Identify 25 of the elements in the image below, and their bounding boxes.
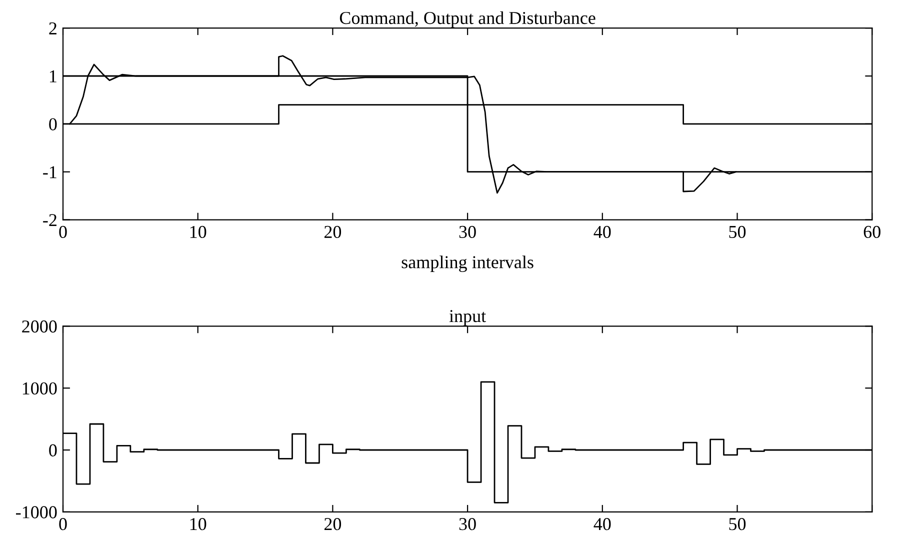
x-tick-label: 30 xyxy=(459,518,476,530)
x-tick-label: 50 xyxy=(729,226,746,238)
y-tick-label: 1 xyxy=(50,70,56,82)
x-tick-label: 10 xyxy=(190,518,206,530)
x-tick-label: 40 xyxy=(594,518,611,530)
chart-title: input xyxy=(449,310,486,326)
x-tick-label: 20 xyxy=(324,518,342,530)
y-tick-label: 0 xyxy=(49,118,57,130)
x-tick-label: 0 xyxy=(59,518,67,530)
y-tick-label: 2 xyxy=(49,22,56,34)
x-axis-title: sampling intervals xyxy=(402,256,534,272)
x-tick-label: 20 xyxy=(324,226,342,238)
x-tick-label: 30 xyxy=(459,226,476,238)
y-tick-label: -1 xyxy=(43,166,56,178)
x-tick-label: 10 xyxy=(190,226,206,238)
y-tick-label: 0 xyxy=(49,444,57,456)
x-tick-label: 40 xyxy=(594,226,611,238)
y-tick-label: 1000 xyxy=(22,382,57,395)
x-tick-label: 60 xyxy=(864,226,880,238)
y-tick-label: 2000 xyxy=(22,320,57,333)
x-tick-label: 0 xyxy=(59,226,67,238)
x-tick-label: 50 xyxy=(729,518,746,530)
y-tick-label: -2 xyxy=(43,214,56,226)
chart-title: Command, Output and Disturbance xyxy=(340,11,596,28)
y-tick-label: -1000 xyxy=(16,506,57,518)
